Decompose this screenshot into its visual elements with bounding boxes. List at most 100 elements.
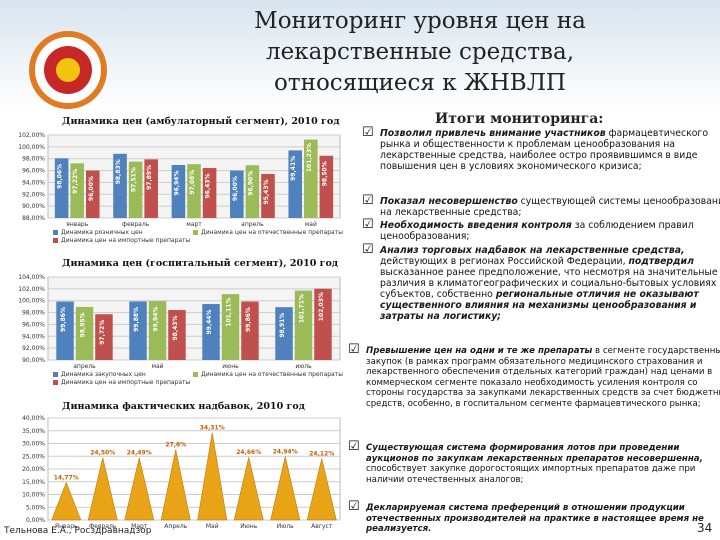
bar xyxy=(168,310,186,360)
bullet-emphasis: Необходимость введения контроля xyxy=(380,220,572,231)
bullet-emphasis: региональные отличия не оказывают сущест… xyxy=(380,289,699,322)
bar-label: 98,91% xyxy=(279,313,286,338)
author: Тельнова Е.А., Росздравнадзор xyxy=(4,526,152,536)
bullet-emphasis: Анализ торговых надбавок на лекарственны… xyxy=(380,245,685,256)
bullet-text: в сегменте государственных закупок (в ра… xyxy=(366,346,720,409)
bullet: Необходимость введения контроля за соблю… xyxy=(362,219,720,242)
bar-label: 96,94% xyxy=(173,170,180,195)
bar-label: 98,06% xyxy=(57,164,64,189)
bar-label: 101,11% xyxy=(226,298,233,327)
bullet-text: способствует закупке дорогостоящих импор… xyxy=(366,464,696,485)
y-tick-label: 20,00% xyxy=(22,466,45,473)
bullet: Показал несовершенство существующей сист… xyxy=(362,195,720,218)
bar xyxy=(261,173,275,218)
y-tick-label: 92,00% xyxy=(22,191,45,198)
cone-label: 14,77% xyxy=(54,474,79,481)
x-tick-label: май xyxy=(305,221,317,228)
bar-label: 97,22% xyxy=(72,169,79,194)
y-tick-label: 25,00% xyxy=(22,453,45,460)
bar-label: 96,90% xyxy=(247,171,254,196)
bar xyxy=(275,307,293,360)
bullet-emphasis: подтвердил xyxy=(628,256,694,267)
bullet: Существующая система формирования лотов … xyxy=(348,442,720,485)
y-tick-label: 98,00% xyxy=(22,156,45,163)
legend-label: Динамика цен на импортные препараты xyxy=(61,237,191,244)
x-tick-label: январь xyxy=(66,221,89,228)
legend-swatch xyxy=(53,238,58,243)
bar xyxy=(95,314,113,360)
bar xyxy=(202,304,220,360)
bar-label: 99,44% xyxy=(206,310,213,335)
y-tick-label: 100,00% xyxy=(18,298,45,305)
bar-label: 96,43% xyxy=(205,174,212,199)
cone xyxy=(270,456,301,521)
bullet-emphasis: Превышение цен на одни и те же препараты xyxy=(366,346,593,356)
results-title: Итоги мониторинга: xyxy=(435,111,604,127)
legend-label: Динамика розничных цен xyxy=(61,229,143,236)
cone-label: 24,50% xyxy=(90,450,115,457)
bar-label: 96,00% xyxy=(232,176,239,201)
bullet-emphasis: Существующая система формирования лотов … xyxy=(366,443,703,464)
y-tick-label: 5,00% xyxy=(26,504,45,511)
bar-label: 99,86% xyxy=(245,307,252,332)
bar xyxy=(56,301,74,360)
cone-label: 24,94% xyxy=(273,448,298,455)
cone xyxy=(87,457,118,521)
bullet: Превышение цен на одни и те же препараты… xyxy=(348,345,720,410)
bullet-emphasis: Декларируемая система преференций в отно… xyxy=(366,503,704,535)
bar xyxy=(314,288,332,360)
cone-label: 24,49% xyxy=(127,450,152,457)
bar-label: 99,41% xyxy=(290,156,297,181)
cone-label: 34,31% xyxy=(200,425,225,432)
y-tick-label: 40,00% xyxy=(22,415,45,422)
cone xyxy=(124,457,155,521)
x-tick-label: март xyxy=(186,221,202,228)
bar xyxy=(230,170,244,218)
bar xyxy=(144,159,158,218)
bullet-text: действующих в регионах Российской Федера… xyxy=(380,256,629,267)
x-tick-label: Апрель xyxy=(164,523,187,530)
bar xyxy=(54,158,69,218)
bar xyxy=(85,170,100,218)
bar-label: 102,03% xyxy=(318,292,325,321)
bar-label: 101,71% xyxy=(299,294,306,323)
y-tick-label: 96,00% xyxy=(22,321,45,328)
bar-label: 98,50% xyxy=(321,161,328,186)
bar xyxy=(241,301,259,360)
chart-title: Динамика фактических надбавок, 2010 год xyxy=(62,401,305,412)
bar-label: 97,51% xyxy=(131,167,138,192)
legend-label: Динамика цен на импортные препараты xyxy=(61,379,191,386)
title-line: относящиеся к ЖНВЛП xyxy=(274,70,566,96)
title-line: лекарственные средства, xyxy=(265,39,575,65)
bar-label: 98,83% xyxy=(115,159,122,184)
bar-label: 97,89% xyxy=(146,165,153,190)
cone-label: 24,66% xyxy=(236,449,261,456)
title: Мониторинг уровня цен на лекарственные ср… xyxy=(200,6,640,99)
bar xyxy=(75,306,94,360)
y-tick-label: 35,00% xyxy=(22,428,45,435)
chart-title: Динамика цен (госпитальный сегмент), 201… xyxy=(62,258,338,269)
x-tick-label: Июль xyxy=(277,523,294,530)
y-tick-label: 94,00% xyxy=(22,179,45,186)
bullet-text: высказанное ранее предположение, что нес… xyxy=(380,267,718,300)
y-tick-label: 30,00% xyxy=(22,441,45,448)
bar xyxy=(294,290,313,360)
header-band xyxy=(0,0,720,110)
cone xyxy=(160,449,191,521)
legend-label: Динамика закупочных цен xyxy=(61,371,146,378)
cone xyxy=(197,432,228,521)
bar-label: 99,88% xyxy=(133,307,140,332)
x-tick-label: Май xyxy=(206,523,219,530)
bar-label: 98,43% xyxy=(172,316,179,341)
x-tick-label: Август xyxy=(311,523,333,530)
legend-label: Динамика цен на отечественные препараты xyxy=(201,371,343,378)
bar-label: 98,95% xyxy=(80,312,87,337)
bullet-text: существующей системы ценообразования на … xyxy=(380,196,720,218)
x-tick-label: Январь xyxy=(55,523,78,530)
bullet-emphasis: Позволил привлечь внимание участников xyxy=(380,128,606,139)
x-tick-label: июль xyxy=(295,363,312,370)
y-tick-label: 100,00% xyxy=(18,144,45,151)
legend-swatch xyxy=(193,372,198,377)
bar xyxy=(129,301,147,360)
